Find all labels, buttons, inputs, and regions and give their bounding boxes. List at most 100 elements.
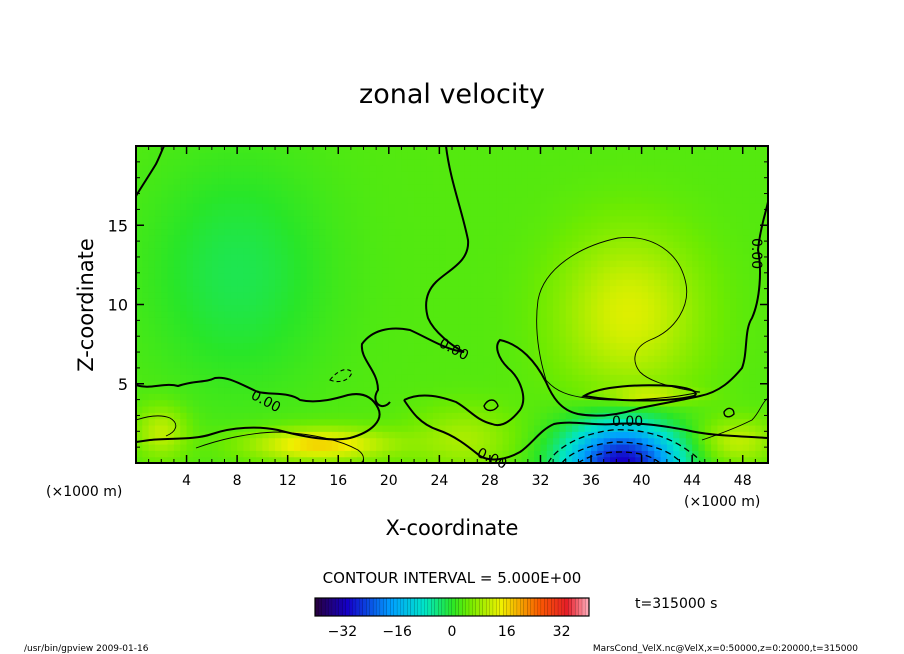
heatmap-cell (256, 380, 263, 388)
heatmap-cell (628, 380, 636, 388)
heatmap-cell (489, 291, 497, 299)
heatmap-cell (167, 355, 175, 363)
heatmap-cell (553, 336, 561, 344)
heatmap-cell (673, 222, 681, 230)
heatmap-cell (218, 196, 226, 204)
heatmap-cell (679, 260, 687, 268)
heatmap-cell (281, 304, 289, 312)
heatmap-cell (338, 310, 346, 318)
heatmap-cell (635, 253, 643, 261)
heatmap-cell (508, 437, 516, 445)
heatmap-cell (376, 228, 384, 236)
heatmap-cell (452, 355, 459, 363)
heatmap-cell (761, 431, 768, 439)
heatmap-cell (256, 253, 263, 261)
heatmap-cell (559, 342, 567, 350)
heatmap-cell (205, 171, 213, 179)
heatmap-cell (407, 298, 415, 306)
heatmap-cell (559, 171, 567, 179)
heatmap-cell (426, 222, 434, 230)
heatmap-cell (692, 190, 700, 198)
heatmap-cell (357, 196, 365, 204)
heatmap-cell (268, 234, 276, 242)
heatmap-cell (717, 222, 725, 230)
heatmap-cell (319, 260, 327, 268)
heatmap-cell (546, 424, 554, 432)
heatmap-cell (591, 146, 598, 153)
heatmap-cell (723, 241, 731, 249)
heatmap-cell (521, 165, 529, 172)
heatmap-cell (673, 285, 681, 293)
heatmap-cell (515, 386, 523, 394)
heatmap-cell (414, 424, 421, 432)
heatmap-cell (420, 222, 428, 230)
heatmap-cell (559, 304, 567, 312)
heatmap-cell (489, 222, 497, 230)
heatmap-cell (395, 253, 403, 261)
heatmap-cell (376, 342, 384, 350)
heatmap-cell (761, 184, 768, 191)
heatmap-cell (628, 348, 636, 356)
heatmap-cell (294, 234, 301, 242)
heatmap-cell (180, 405, 188, 413)
heatmap-cell (470, 380, 478, 388)
heatmap-cell (199, 386, 207, 394)
heatmap-cell (717, 298, 725, 306)
heatmap-cell (641, 374, 649, 382)
heatmap-cell (515, 158, 523, 166)
heatmap-cell (319, 171, 327, 179)
heatmap-cell (268, 209, 276, 217)
heatmap-cell (414, 215, 421, 223)
heatmap-cell (534, 272, 542, 280)
heatmap-cell (730, 291, 737, 299)
heatmap-cell (180, 247, 188, 255)
heatmap-cell (749, 329, 756, 337)
heatmap-cell (433, 203, 440, 210)
heatmap-cell (641, 209, 649, 217)
heatmap-cell (325, 253, 333, 261)
heatmap-cell (616, 443, 624, 451)
heatmap-cell (521, 209, 529, 217)
heatmap-cell (723, 222, 731, 230)
heatmap-cell (483, 329, 491, 337)
heatmap-cell (660, 405, 668, 413)
heatmap-cell (546, 272, 554, 280)
heatmap-cell (464, 323, 472, 331)
heatmap-cell (477, 304, 485, 312)
heatmap-cell (350, 317, 358, 325)
heatmap-cell (578, 266, 586, 274)
heatmap-cell (641, 317, 649, 325)
heatmap-cell (572, 260, 579, 268)
heatmap-cell (698, 285, 706, 293)
heatmap-cell (622, 342, 630, 350)
heatmap-cell (357, 285, 365, 293)
heatmap-cell (249, 291, 257, 299)
heatmap-cell (338, 405, 346, 413)
heatmap-cell (666, 285, 674, 293)
heatmap-cell (527, 146, 535, 153)
heatmap-cell (761, 266, 768, 274)
heatmap-cell (224, 456, 232, 463)
heatmap-cell (698, 215, 706, 223)
heatmap-cell (641, 253, 649, 261)
heatmap-cell (635, 215, 643, 223)
heatmap-cell (439, 158, 447, 166)
heatmap-cell (515, 393, 523, 401)
heatmap-cell (407, 450, 415, 458)
heatmap-cell (275, 291, 282, 299)
heatmap-cell (736, 361, 744, 369)
heatmap-cell (610, 146, 617, 153)
heatmap-cell (136, 361, 143, 369)
heatmap-cell (357, 412, 365, 420)
heatmap-cell (148, 171, 156, 179)
heatmap-cell (610, 177, 617, 185)
heatmap-cell (666, 241, 674, 249)
heatmap-cell (369, 412, 377, 420)
heatmap-cell (470, 203, 478, 210)
heatmap-cell (249, 272, 257, 280)
heatmap-cell (382, 298, 390, 306)
heatmap-cell (312, 310, 320, 318)
heatmap-cell (205, 342, 213, 350)
heatmap-cell (230, 228, 238, 236)
heatmap-cell (294, 336, 301, 344)
